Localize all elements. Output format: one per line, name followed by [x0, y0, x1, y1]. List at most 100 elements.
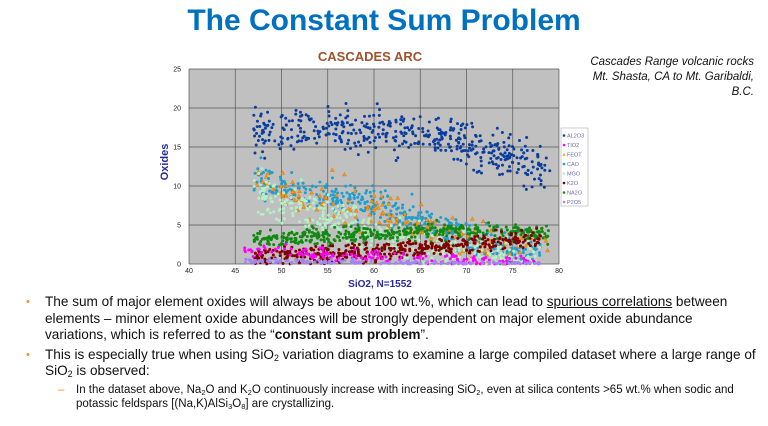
- data-point-al2o3: [403, 131, 407, 135]
- data-point-k2o: [430, 242, 434, 246]
- data-point-na2o: [288, 237, 292, 241]
- data-point-k2o: [520, 228, 524, 232]
- data-point-feot: [352, 188, 358, 193]
- data-point-mgo: [259, 183, 263, 187]
- data-point-k2o: [531, 231, 535, 235]
- data-point-al2o3: [327, 132, 331, 136]
- data-point-p2o5: [319, 262, 323, 266]
- data-point-na2o: [356, 227, 360, 231]
- data-point-al2o3: [284, 123, 288, 127]
- y-axis-label: Oxides: [159, 144, 171, 181]
- data-point-k2o: [509, 232, 513, 236]
- data-point-p2o5: [511, 261, 515, 265]
- data-point-al2o3: [505, 148, 509, 152]
- data-point-na2o: [487, 221, 491, 225]
- data-point-na2o: [310, 234, 314, 238]
- data-point-p2o5: [327, 260, 331, 264]
- data-point-tio2: [251, 255, 255, 259]
- data-point-al2o3: [378, 121, 382, 125]
- data-point-cao: [331, 199, 335, 203]
- data-point-k2o: [501, 238, 505, 242]
- data-point-k2o: [534, 242, 538, 246]
- data-point-na2o: [275, 236, 279, 240]
- data-point-al2o3: [463, 126, 467, 130]
- data-point-feot: [517, 249, 523, 254]
- data-point-k2o: [326, 248, 330, 252]
- data-point-mgo: [336, 221, 340, 225]
- data-point-k2o: [501, 247, 505, 251]
- data-point-k2o: [349, 250, 353, 254]
- data-point-na2o: [513, 225, 517, 229]
- data-point-mgo: [480, 248, 484, 252]
- data-point-mgo: [285, 198, 289, 202]
- data-point-k2o: [357, 242, 361, 246]
- data-point-feot: [284, 183, 289, 188]
- data-point-mgo: [422, 254, 426, 258]
- data-point-mgo: [331, 207, 335, 211]
- data-point-cao: [483, 252, 487, 256]
- data-point-feot: [403, 219, 408, 224]
- data-point-k2o: [345, 255, 349, 259]
- data-point-p2o5: [502, 262, 506, 266]
- data-point-k2o: [434, 248, 438, 252]
- data-point-na2o: [282, 236, 286, 240]
- x-tick-label: 50: [278, 268, 286, 275]
- data-point-al2o3: [502, 154, 506, 158]
- data-point-feot: [450, 215, 455, 220]
- data-point-feot: [385, 218, 390, 223]
- data-point-na2o: [541, 236, 545, 240]
- legend-marker: [562, 200, 566, 204]
- data-point-cao: [371, 184, 375, 188]
- data-point-feot: [346, 198, 351, 204]
- data-point-na2o: [492, 225, 496, 229]
- data-point-na2o: [474, 223, 478, 227]
- data-point-feot: [283, 193, 289, 198]
- data-point-na2o: [540, 230, 544, 234]
- data-point-mgo: [341, 203, 345, 207]
- data-point-cao: [369, 194, 373, 198]
- data-point-al2o3: [427, 120, 431, 124]
- data-point-k2o: [448, 247, 452, 251]
- data-point-p2o5: [491, 261, 495, 265]
- data-point-al2o3: [437, 128, 441, 132]
- data-point-k2o: [527, 242, 531, 246]
- data-point-al2o3: [451, 128, 455, 132]
- data-point-mgo: [300, 198, 304, 202]
- data-point-al2o3: [400, 115, 404, 119]
- data-point-na2o: [254, 236, 258, 240]
- data-point-tio2: [273, 247, 277, 251]
- data-point-k2o: [457, 243, 461, 247]
- data-point-cao: [260, 172, 264, 176]
- data-point-al2o3: [522, 184, 526, 188]
- data-point-mgo: [402, 235, 406, 239]
- data-point-mgo: [354, 220, 358, 224]
- data-point-cao: [310, 184, 314, 188]
- data-point-al2o3: [287, 119, 291, 123]
- data-point-al2o3: [372, 113, 376, 117]
- data-point-na2o: [408, 230, 412, 234]
- data-point-al2o3: [381, 132, 385, 136]
- data-point-k2o: [499, 230, 503, 234]
- data-point-mgo: [298, 220, 302, 224]
- data-point-tio2: [350, 252, 354, 256]
- data-point-al2o3: [253, 105, 257, 109]
- data-point-na2o: [430, 222, 434, 226]
- data-point-tio2: [399, 256, 403, 260]
- data-point-al2o3: [496, 156, 500, 160]
- data-point-na2o: [398, 232, 402, 236]
- data-point-tio2: [345, 253, 349, 257]
- data-point-mgo: [338, 216, 342, 220]
- data-point-cao: [291, 183, 295, 187]
- data-point-al2o3: [487, 151, 491, 155]
- data-point-cao: [394, 201, 398, 205]
- data-point-al2o3: [327, 124, 331, 128]
- data-point-al2o3: [254, 143, 258, 147]
- data-point-na2o: [310, 224, 314, 228]
- data-point-al2o3: [262, 141, 266, 145]
- data-point-cao: [503, 231, 507, 235]
- data-point-k2o: [290, 254, 294, 258]
- data-point-tio2: [301, 253, 305, 257]
- data-point-mgo: [272, 210, 276, 214]
- data-point-al2o3: [474, 133, 478, 137]
- data-point-k2o: [401, 241, 405, 245]
